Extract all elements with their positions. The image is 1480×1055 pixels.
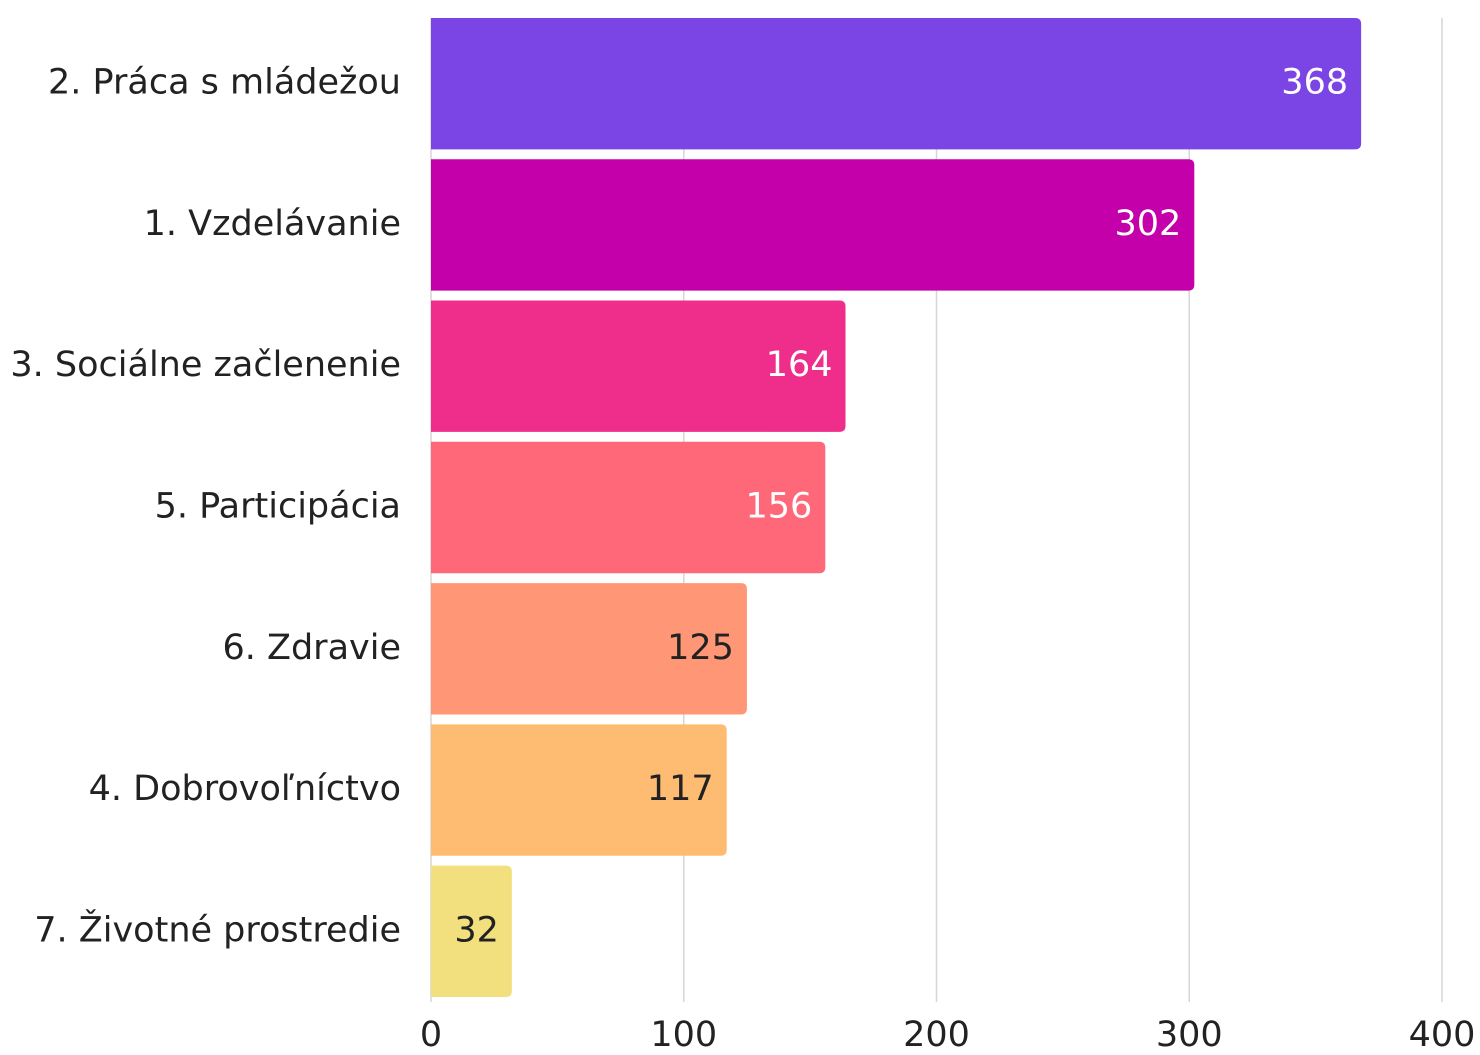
category-label: 5. Participácia: [155, 487, 401, 527]
category-label: 3. Sociálne začlenenie: [10, 345, 401, 385]
bar: [431, 300, 846, 432]
x-tick-label: 0: [420, 1015, 442, 1055]
bar: [431, 724, 727, 856]
x-tick-label: 300: [1156, 1015, 1223, 1055]
bar: [431, 159, 1195, 291]
bar: [431, 17, 1362, 150]
bar: [431, 865, 512, 998]
x-tick-label: 200: [903, 1015, 970, 1055]
value-label: 164: [766, 345, 833, 385]
category-label: 6. Zdravie: [222, 628, 401, 668]
x-tick-label: 400: [1409, 1015, 1476, 1055]
bar: [431, 583, 747, 715]
value-label: 125: [667, 628, 734, 668]
category-label: 1. Vzdelávanie: [144, 204, 401, 244]
value-label: 117: [647, 769, 714, 809]
value-label: 302: [1114, 204, 1181, 244]
x-tick-label: 100: [650, 1015, 717, 1055]
bar: [431, 441, 826, 574]
category-label: 7. Životné prostredie: [34, 908, 401, 950]
value-label: 32: [454, 910, 499, 950]
value-label: 156: [745, 487, 812, 527]
category-label: 4. Dobrovoľníctvo: [89, 769, 401, 809]
category-label: 2. Práca s mládežou: [48, 63, 401, 103]
value-label: 368: [1281, 63, 1348, 103]
